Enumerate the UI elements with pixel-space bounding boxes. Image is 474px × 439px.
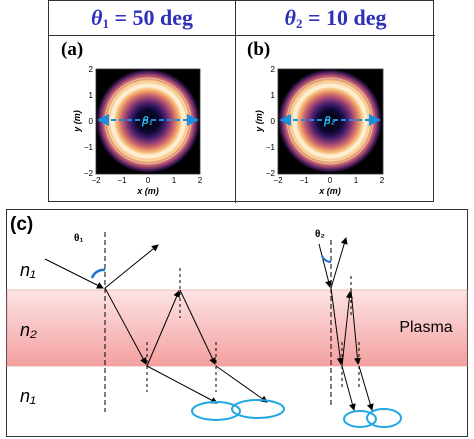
transmitted-ray xyxy=(146,365,218,404)
x-tick: −1 xyxy=(117,176,127,185)
panel-c xyxy=(6,209,468,437)
refracted-ray xyxy=(330,287,344,365)
y-tick: −1 xyxy=(84,143,94,152)
n1-top-label: n₁ xyxy=(20,260,36,280)
x-tick: 2 xyxy=(198,176,203,185)
n1-bottom-label: n₁ xyxy=(20,386,36,406)
x-tick: 0 xyxy=(146,176,151,185)
ray-system-theta1 xyxy=(44,232,268,412)
panel-b-label: (b) xyxy=(247,39,271,60)
panel-a-label: (a) xyxy=(61,39,84,60)
beta2-label: β₂ xyxy=(323,115,335,127)
x-tick: −1 xyxy=(299,176,309,185)
internal-ray xyxy=(350,289,361,365)
theta-symbol: θ xyxy=(91,5,103,30)
y-tick: 0 xyxy=(89,117,94,126)
reflected-ray xyxy=(104,244,159,289)
beam-spots-right xyxy=(343,408,402,428)
y-tick: 1 xyxy=(271,91,276,100)
x-tick: 0 xyxy=(328,176,333,185)
y-tick: −2 xyxy=(84,169,94,178)
header-theta2: θ2 = 10 deg xyxy=(236,5,435,33)
beam-spot xyxy=(343,410,377,428)
x-tick: −2 xyxy=(91,176,101,185)
beam-spot xyxy=(366,408,402,428)
x-tick: −2 xyxy=(273,176,283,185)
y-tick: 2 xyxy=(89,65,94,74)
transmitted-ray xyxy=(215,365,268,403)
top-table: θ1 = 50 deg θ2 = 10 deg (a) (b) xyxy=(48,0,435,203)
x-axis-label: x (m) xyxy=(318,186,341,196)
plasma-label: Plasma xyxy=(399,319,452,336)
internal-ray xyxy=(179,289,216,365)
beam-spots-left xyxy=(191,399,285,421)
theta2-label: θ₂ xyxy=(315,229,325,240)
incident-ray xyxy=(44,258,104,289)
transmitted-ray xyxy=(341,365,356,411)
header-value: = 50 deg xyxy=(108,5,193,30)
header-divider xyxy=(49,35,435,36)
column-divider xyxy=(235,1,236,203)
y-axis-label: y (m) xyxy=(254,110,264,133)
transmitted-ray xyxy=(358,365,374,411)
theta-symbol: θ xyxy=(284,5,296,30)
x-tick: 1 xyxy=(354,176,359,185)
y-tick: 1 xyxy=(89,91,94,100)
header-value: = 10 deg xyxy=(302,5,387,30)
plasma-slab xyxy=(6,289,468,367)
theta1-label: θ₁ xyxy=(74,233,84,244)
y-tick: 0 xyxy=(271,117,276,126)
plot-a: β₁ 2 1 0 −1 −2 −2 −1 0 1 2 x (m) y (m) xyxy=(72,65,203,196)
angle-arc-theta1 xyxy=(90,268,106,279)
panel-c-label: (c) xyxy=(10,214,33,235)
ring-plots: β₁ 2 1 0 −1 −2 −2 −1 0 1 2 x (m) y (m) β… xyxy=(72,65,385,196)
x-tick: 1 xyxy=(172,176,177,185)
plot-b: β₂ 2 1 0 −1 −2 −2 −1 0 1 2 x (m) y (m) xyxy=(254,65,385,196)
angle-arc-theta2 xyxy=(321,255,332,263)
refracted-ray xyxy=(104,287,147,365)
internal-ray xyxy=(341,291,353,367)
y-tick: 2 xyxy=(271,65,276,74)
y-tick: −2 xyxy=(266,169,276,178)
ray-system-theta2 xyxy=(318,237,374,411)
theta-subscript: 2 xyxy=(295,16,303,31)
header-theta1: θ1 = 50 deg xyxy=(49,5,235,33)
incident-ray xyxy=(318,243,332,288)
beam-spot xyxy=(191,401,241,421)
n2-label: n₂ xyxy=(20,320,37,340)
internal-ray xyxy=(146,290,180,367)
theta-subscript: 1 xyxy=(102,16,109,31)
x-axis-label: x (m) xyxy=(136,186,159,196)
y-axis-label: y (m) xyxy=(72,110,82,133)
reflected-ray xyxy=(330,237,348,289)
beam-spot xyxy=(231,399,285,419)
y-tick: −1 xyxy=(266,143,276,152)
beta1-label: β₁ xyxy=(141,115,153,127)
x-tick: 2 xyxy=(380,176,385,185)
